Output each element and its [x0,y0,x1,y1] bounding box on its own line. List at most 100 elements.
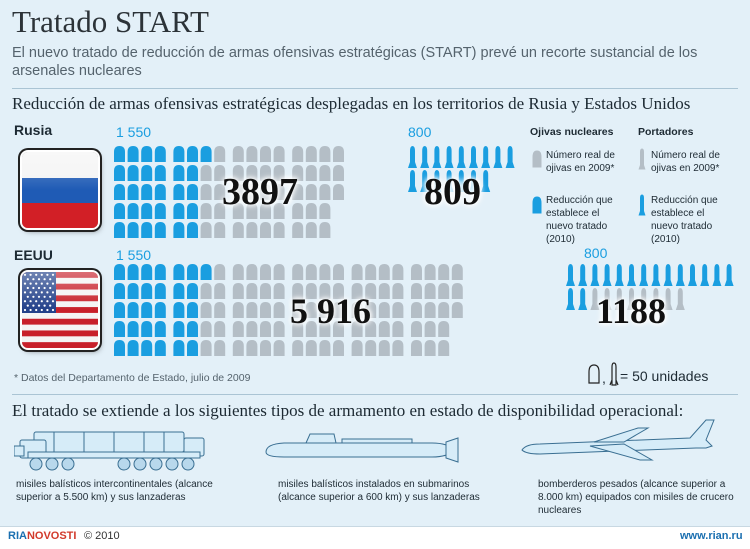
usa-warheads-limit: 1 550 [116,247,152,263]
russia-carrier-icon [432,146,442,169]
usa-carrier-icon [590,264,600,287]
usa-warhead-icon [392,339,404,356]
usa-warhead-icon [332,339,344,356]
legend-warheads-heading: Ojivas nucleares [530,126,614,138]
russia-flag [22,152,98,228]
russia-warhead-icon [173,221,185,238]
unit-warhead-icon [588,364,600,384]
usa-warhead-icon [200,320,212,337]
russia-carrier-icon [420,169,430,192]
usa-carrier-icon [663,287,673,310]
usa-warhead-icon [141,339,153,356]
usa-warhead-icon [141,283,153,300]
usa-warhead-icon [292,264,304,281]
footnote: * Datos del Departamento de Estado, juli… [14,372,251,384]
russia-warhead-icon [127,221,139,238]
usa-carrier-icon [675,287,685,310]
usa-warhead-icon [438,302,450,318]
usa-warhead-icon [127,302,139,318]
russia-warhead-icon [141,202,153,219]
russia-warhead-icon [214,165,226,182]
usa-warhead-icon [186,264,198,281]
russia-warhead-icon [173,165,185,182]
usa-warheads-actual: 5 916 [290,291,371,331]
legend-warhead-gray-icon [532,150,542,168]
russia-warhead-icon [214,202,226,219]
russia-carrier-icon [420,146,430,169]
usa-warhead-icon [319,283,331,300]
usa-warhead-icon [214,339,226,356]
usa-warhead-icon [141,320,153,337]
russia-carrier-icon [481,169,491,192]
page-title: Tratado START [12,4,209,39]
russia-warhead-icon [114,221,125,238]
russia-warhead-icon [141,146,153,163]
russia-warhead-icon [214,184,226,200]
usa-warhead-icon [114,283,125,300]
russia-warhead-icon [173,202,185,219]
usa-warhead-icon [186,283,198,300]
usa-warhead-icon [365,264,377,281]
ria-novosti-logo[interactable]: RIANOVOSTI [8,530,76,542]
usa-warhead-icon [214,283,226,300]
russia-warhead-icon [246,165,258,182]
russia-carrier-icon [493,146,503,169]
russia-warhead-icon [305,221,317,238]
site-link[interactable]: www.rian.ru [680,530,743,542]
russia-warhead-icon [232,165,244,182]
divider-top [12,88,738,89]
russia-carriers-limit: 800 [408,124,432,140]
legend-carrier-blue-icon [638,194,646,216]
russia-warhead-icon [259,221,271,238]
usa-warhead-icon [451,283,463,300]
russia-warhead-icon [127,202,139,219]
russia-warhead-icon [305,146,317,163]
usa-carrier-icon [639,287,649,310]
russia-warhead-icon [232,202,244,219]
russia-warhead-icon [273,184,285,200]
usa-warhead-icon [173,283,185,300]
russia-warhead-icon [232,146,244,163]
usa-warhead-icon [154,302,166,318]
usa-warhead-icon [292,302,304,318]
usa-warhead-icon [154,283,166,300]
russia-carrier-icon [468,169,478,192]
usa-carrier-icon [639,264,649,287]
usa-warhead-icon [292,320,304,337]
usa-warhead-icon [378,320,390,337]
russia-warhead-icon [319,146,331,163]
divider-mid [12,394,738,395]
russia-carrier-icon [432,169,442,192]
icbm-launcher-icon [14,431,205,471]
russia-warhead-icon [246,146,258,163]
usa-warhead-icon [273,283,285,300]
usa-carrier-icon [651,287,661,310]
usa-warhead-icon [214,302,226,318]
usa-warhead-icon [200,283,212,300]
russia-carrier-icon [468,146,478,169]
usa-carrier-icon [614,264,624,287]
russia-warhead-icon [319,184,331,200]
russia-warhead-icon [127,184,139,200]
usa-warheads-grid [114,263,560,359]
unit-separator: , [602,370,606,386]
usa-carrier-icon [712,264,722,287]
usa-warhead-icon [141,264,153,281]
usa-warhead-icon [438,320,450,337]
usa-warhead-icon [438,283,450,300]
russia-warhead-icon [273,221,285,238]
russia-warhead-icon [186,202,198,219]
russia-warhead-icon [214,221,226,238]
usa-warhead-icon [332,283,344,300]
russia-warhead-icon [232,184,244,200]
usa-warhead-icon [259,320,271,337]
usa-carrier-icon [724,264,734,287]
usa-warhead-icon [127,264,139,281]
legend-carriers-actual: Número real de ojivas en 2009* [651,150,720,174]
usa-warhead-icon [451,264,463,281]
usa-warhead-icon [273,339,285,356]
russia-warhead-icon [319,165,331,182]
usa-warhead-icon [259,302,271,318]
russia-warhead-icon [332,184,344,200]
usa-carrier-icon [700,264,710,287]
